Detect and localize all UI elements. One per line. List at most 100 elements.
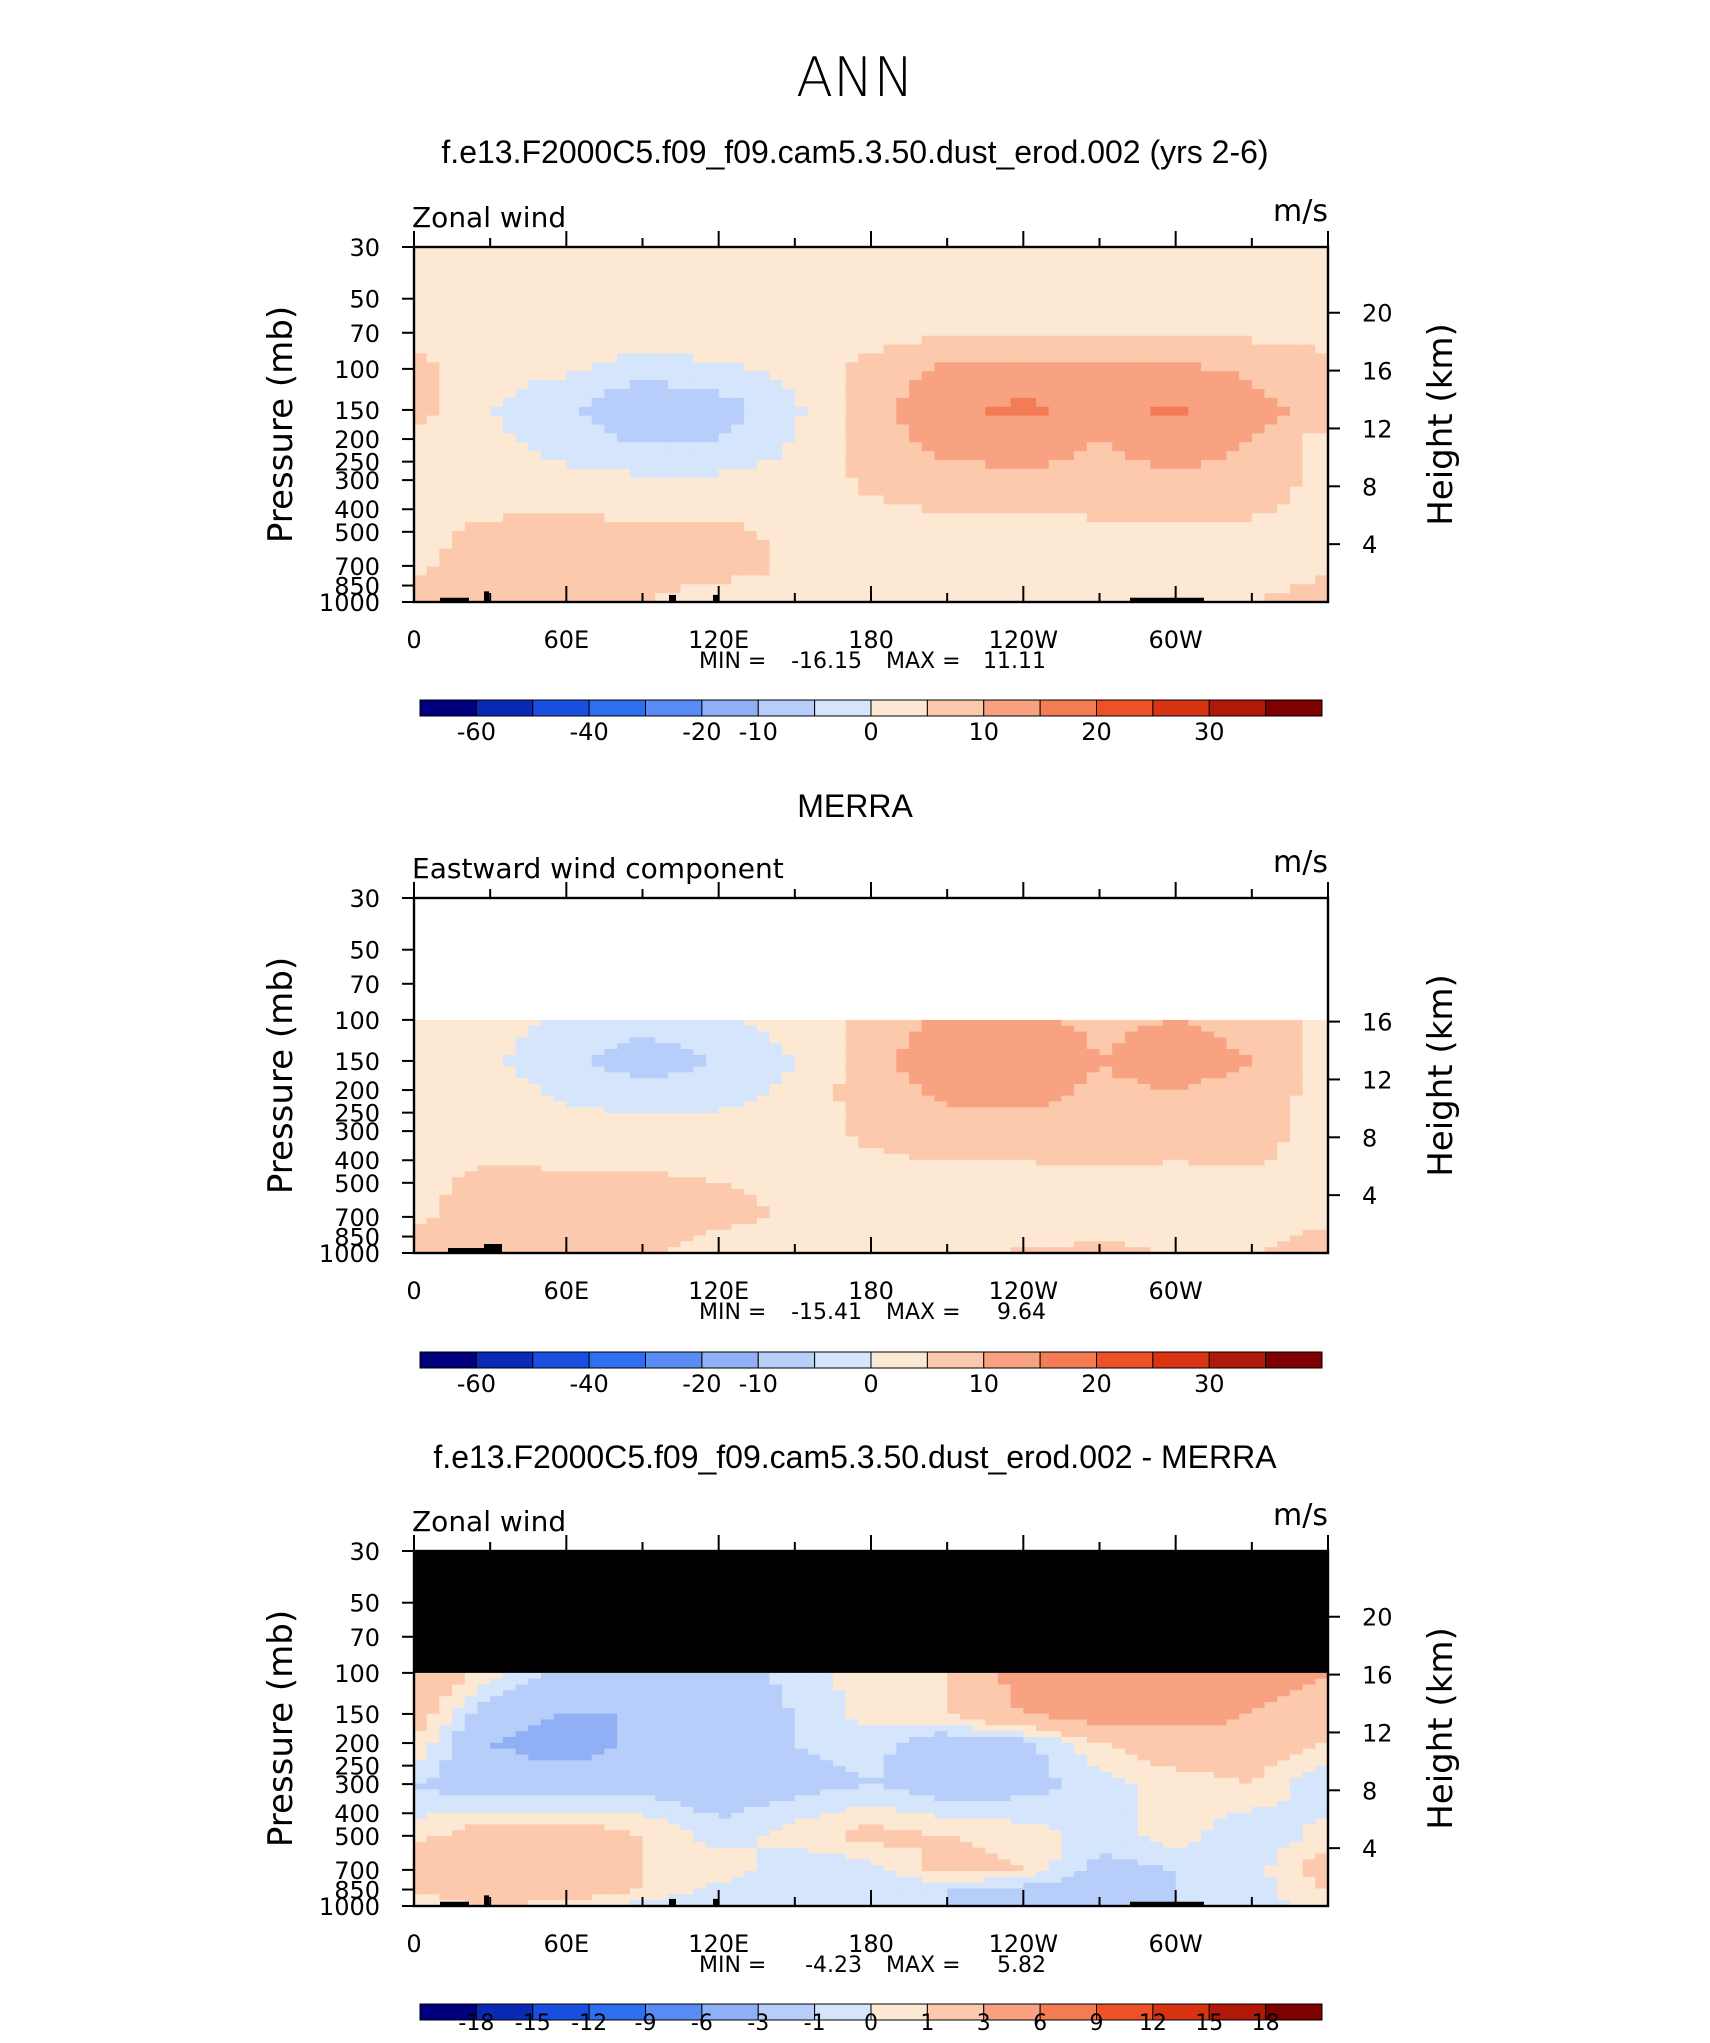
contour-cell xyxy=(1011,469,1024,478)
contour-cell xyxy=(681,362,694,371)
colorbar-label: -60 xyxy=(457,718,496,746)
contour-cell xyxy=(452,274,465,283)
contour-cell xyxy=(1201,1160,1214,1166)
contour-cell xyxy=(427,1177,440,1183)
contour-cell xyxy=(490,318,503,327)
contour-cell xyxy=(528,1084,541,1090)
contour-cell xyxy=(757,1037,770,1043)
contour-cell xyxy=(1265,1055,1278,1061)
contour-cell xyxy=(808,1090,821,1096)
contour-cell xyxy=(693,1171,706,1177)
contour-cell xyxy=(1023,1148,1036,1154)
contour-cell xyxy=(1201,478,1214,487)
contour-cell xyxy=(820,256,833,265)
contour-cell xyxy=(947,425,960,434)
contour-cell xyxy=(1023,274,1036,283)
contour-cell xyxy=(414,513,427,522)
contour-cell xyxy=(668,309,681,318)
contour-cell xyxy=(1176,575,1189,584)
contour-cell xyxy=(1112,345,1125,354)
contour-cell xyxy=(681,1107,694,1113)
contour-cell xyxy=(1265,362,1278,371)
contour-cell xyxy=(427,283,440,292)
contour-cell xyxy=(833,309,846,318)
contour-cell xyxy=(731,549,744,558)
contour-cell xyxy=(566,549,579,558)
contour-cell xyxy=(782,300,795,309)
contour-cell xyxy=(1100,1072,1113,1078)
contour-cell xyxy=(427,1067,440,1073)
contour-cell xyxy=(1290,478,1303,487)
y-tick-label: 100 xyxy=(334,356,380,384)
contour-cell xyxy=(566,540,579,549)
contour-cell xyxy=(439,1131,452,1137)
contour-cell xyxy=(934,416,947,425)
contour-cell xyxy=(1061,558,1074,567)
contour-cell xyxy=(566,433,579,442)
contour-cell xyxy=(884,558,897,567)
contour-cell xyxy=(1226,469,1239,478)
contour-cell xyxy=(643,256,656,265)
contour-cell xyxy=(731,1020,744,1026)
contour-cell xyxy=(516,504,529,513)
contour-cell xyxy=(1150,558,1163,567)
contour-cell xyxy=(643,327,656,336)
contour-cell xyxy=(1252,1166,1265,1172)
contour-cell xyxy=(554,1032,567,1038)
contour-cell xyxy=(566,1166,579,1172)
contour-cell xyxy=(439,1101,452,1107)
contour-cell xyxy=(1265,1078,1278,1084)
contour-cell xyxy=(1176,567,1189,576)
contour-cell xyxy=(808,1113,821,1119)
contour-cell xyxy=(1087,1055,1100,1061)
contour-cell xyxy=(757,584,770,593)
contour-cell xyxy=(414,1084,427,1090)
contour-cell xyxy=(592,318,605,327)
contour-cell xyxy=(452,442,465,451)
contour-cell xyxy=(541,1154,554,1160)
contour-cell xyxy=(1061,1096,1074,1102)
contour-cell xyxy=(1201,318,1214,327)
contour-cell xyxy=(528,522,541,531)
contour-cell xyxy=(592,1090,605,1096)
contour-cell xyxy=(719,487,732,496)
contour-cell xyxy=(960,389,973,398)
contour-cell xyxy=(592,336,605,345)
contour-cell xyxy=(1252,274,1265,283)
contour-cell xyxy=(1061,487,1074,496)
contour-cell xyxy=(795,1026,808,1032)
contour-cell xyxy=(490,380,503,389)
contour-cell xyxy=(795,362,808,371)
contour-cell xyxy=(655,558,668,567)
contour-cell xyxy=(1265,345,1278,354)
contour-cell xyxy=(1252,1113,1265,1119)
contour-cell xyxy=(1214,460,1227,469)
contour-cell xyxy=(1163,362,1176,371)
contour-cell xyxy=(604,1072,617,1078)
contour-cell xyxy=(503,371,516,380)
contour-cell xyxy=(1176,442,1189,451)
contour-cell xyxy=(909,1171,922,1177)
contour-cell xyxy=(1303,1090,1316,1096)
contour-cell xyxy=(490,283,503,292)
contour-cell xyxy=(554,1078,567,1084)
contour-cell xyxy=(427,478,440,487)
contour-cell xyxy=(1049,1043,1062,1049)
contour-cell xyxy=(1239,540,1252,549)
contour-cell xyxy=(1188,416,1201,425)
contour-cell xyxy=(592,407,605,416)
contour-cell xyxy=(465,1067,478,1073)
contour-cell xyxy=(1112,274,1125,283)
contour-cell xyxy=(909,1166,922,1172)
contour-cell xyxy=(1163,407,1176,416)
contour-cell xyxy=(528,1049,541,1055)
contour-cell xyxy=(1049,1142,1062,1148)
contour-cell xyxy=(681,1177,694,1183)
contour-cell xyxy=(604,1171,617,1177)
contour-cell xyxy=(1112,398,1125,407)
contour-cell xyxy=(1252,496,1265,505)
contour-cell xyxy=(1061,291,1074,300)
contour-cell xyxy=(833,1072,846,1078)
contour-cell xyxy=(528,1148,541,1154)
contour-cell xyxy=(681,265,694,274)
